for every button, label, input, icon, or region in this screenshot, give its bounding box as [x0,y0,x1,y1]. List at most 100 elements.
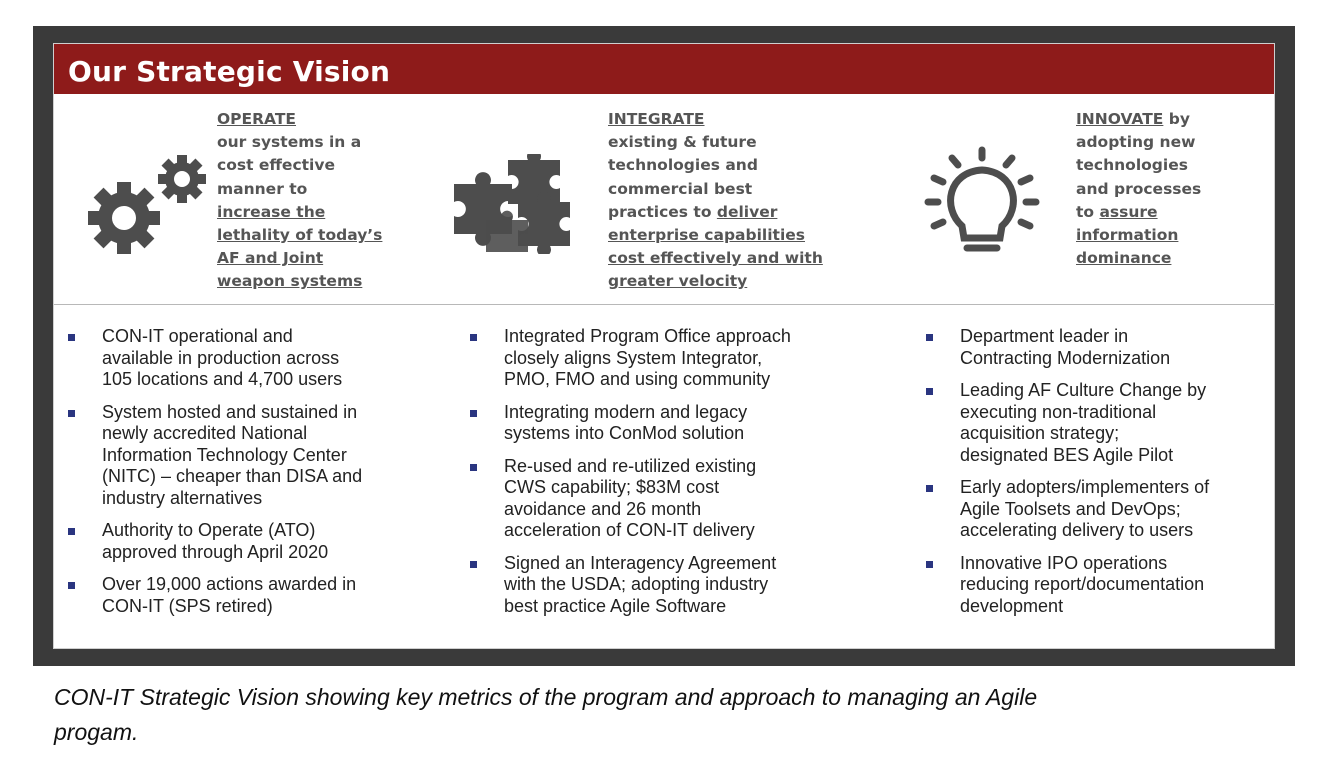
square-bullet-icon [68,582,75,589]
strategic-vision-panel: Our Strategic Vision [53,43,1275,649]
lightbulb-icon [924,146,1040,252]
bullet-line: closely aligns System Integrator, [504,347,763,368]
pillar-text-segment: adopting new [1076,133,1196,152]
pillar-innovate: INNOVATE by adopting new technologies and p… [1076,108,1201,270]
bullet-line: Early adopters/implementers of [960,477,1210,497]
bullet-line: CON-IT (SPS retired) [102,595,273,616]
pillar-text-segment: dominance [1076,249,1172,268]
bullet-line: Authority to Operate (ATO) [102,520,316,540]
pillar-line: existing & future [608,131,823,154]
bullet-line: (NITC) – cheaper than DISA and [102,466,363,486]
caption-line-2: progam. [54,719,139,745]
square-bullet-icon [470,334,477,341]
pillar-text-segment: deliver [716,202,778,221]
column-integrate: Integrated Program Office approach closel… [470,326,890,628]
pillar-text-segment: and processes [1076,179,1202,198]
bullet-line: acceleration of CON-IT delivery [504,520,755,540]
pillar-text-segment: cost effective [217,156,335,175]
pillars-row: OPERATE our systems in a cost effective man… [54,94,1274,305]
bullet-item: Early adopters/implementers of Agile Tool… [926,477,1271,542]
pillar-text-segment: by [1163,110,1190,128]
pillar-text-segment: cost effectively and with [608,249,823,268]
pillar-line: technologies [1076,154,1201,177]
square-bullet-icon [470,560,477,568]
pillar-text-segment: OPERATE [217,110,297,128]
pillar-integrate: INTEGRATE existing & future technologies a… [608,108,823,294]
pillar-text-segment: information [1076,226,1179,245]
bullet-line: systems into ConMod solution [504,423,745,443]
pillar-text-segment: technologies and [608,156,758,175]
pillar-text-segment: AF and Joint [217,249,324,268]
bullet-line: designated BES Agile Pilot [960,444,1174,465]
pillar-text-segment: existing & future [608,133,757,152]
pillar-line: greater velocity [608,270,823,293]
pillar-text-segment: commercial best [608,179,753,198]
bullet-line: Agile Toolsets and DevOps; [960,498,1181,519]
bullet-item: System hosted and sustained in newly accr… [68,402,448,510]
pillar-text-segment: greater velocity [608,272,748,291]
square-bullet-icon [926,560,933,568]
pillar-text-segment: weapon systems [217,272,363,291]
bullet-line: Over 19,000 actions awarded in [102,574,357,594]
gears-icon [88,155,206,254]
square-bullet-icon [470,463,477,471]
pillar-line: manner to [217,178,382,201]
bullet-line: Integrated Program Office approach [504,326,791,346]
bullet-line: Innovative IPO operations [960,552,1168,573]
pillar-line: practices to deliver [608,201,823,224]
bullet-line: executing non-traditional [960,401,1157,422]
pillar-line: technologies and [608,154,823,177]
bullet-line: System hosted and sustained in [102,401,358,422]
pillar-line: adopting new [1076,131,1201,154]
pillar-text-segment: assure [1099,202,1158,221]
pillar-line: INNOVATE by [1076,108,1201,131]
bullet-line: CWS capability; $83M cost [504,477,720,497]
bullet-item: Department leader in Contracting Moderniz… [926,326,1271,369]
pillar-line: increase the [217,201,382,224]
banner-title: Our Strategic Vision [54,44,1274,94]
square-bullet-icon [926,334,933,341]
pillar-text-segment: INNOVATE [1076,110,1164,128]
bullet-line: Department leader in [960,326,1129,346]
bullet-item: Signed an Interagency Agreement with the … [470,553,890,618]
pillar-text-segment: lethality of today’s [217,226,383,245]
square-bullet-icon [68,528,75,535]
pillar-line: OPERATE [217,108,382,131]
pillar-line: cost effective [217,154,382,177]
pillar-line: our systems in a [217,131,382,154]
square-bullet-icon [470,409,477,417]
pillar-line: and processes [1076,178,1201,201]
caption-line-1: CON-IT Strategic Vision showing key metr… [54,684,1038,710]
bullet-line: available in production across [102,347,340,368]
bullet-line: development [960,595,1064,616]
square-bullet-icon [68,334,75,341]
bullet-line: CON-IT operational and [102,326,293,346]
slide-frame: Our Strategic Vision [33,26,1295,666]
bullet-item: Integrating modern and legacy systems int… [470,402,890,445]
pillar-operate: OPERATE our systems in a cost effective man… [217,108,382,294]
column-innovate: Department leader in Contracting Moderniz… [926,326,1271,628]
bullet-line: with the USDA; adopting industry [504,574,769,594]
pillar-line: cost effectively and with [608,247,823,270]
bullet-line: Leading AF Culture Change by [960,380,1207,400]
bullet-item: Re-used and re-utilized existing CWS capa… [470,456,890,542]
details-row: CON-IT operational and available in produ… [54,304,1274,648]
bullet-line: PMO, FMO and using community [504,369,771,389]
bullet-line: accelerating delivery to users [960,520,1194,540]
bullet-item: Integrated Program Office approach closel… [470,326,890,391]
pillar-line: lethality of today’s [217,224,382,247]
pillar-line: commercial best [608,178,823,201]
pillar-line: INTEGRATE [608,108,823,131]
bullet-line: Contracting Modernization [960,347,1171,368]
puzzle-pieces-icon [454,154,570,254]
bullet-item: Over 19,000 actions awarded in CON-IT (SP… [68,574,448,617]
bullet-line: avoidance and 26 month [504,498,702,519]
bullet-line: 105 locations and 4,700 users [102,369,343,389]
bullet-item: CON-IT operational and available in produ… [68,326,448,391]
bullet-item: Leading AF Culture Change by executing no… [926,380,1271,466]
bullet-line: Information Technology Center [102,444,347,465]
bullet-line: best practice Agile Software [504,595,727,616]
bullet-line: acquisition strategy; [960,423,1120,443]
square-bullet-icon [926,485,933,492]
bullet-item: Innovative IPO operations reducing report… [926,553,1271,618]
